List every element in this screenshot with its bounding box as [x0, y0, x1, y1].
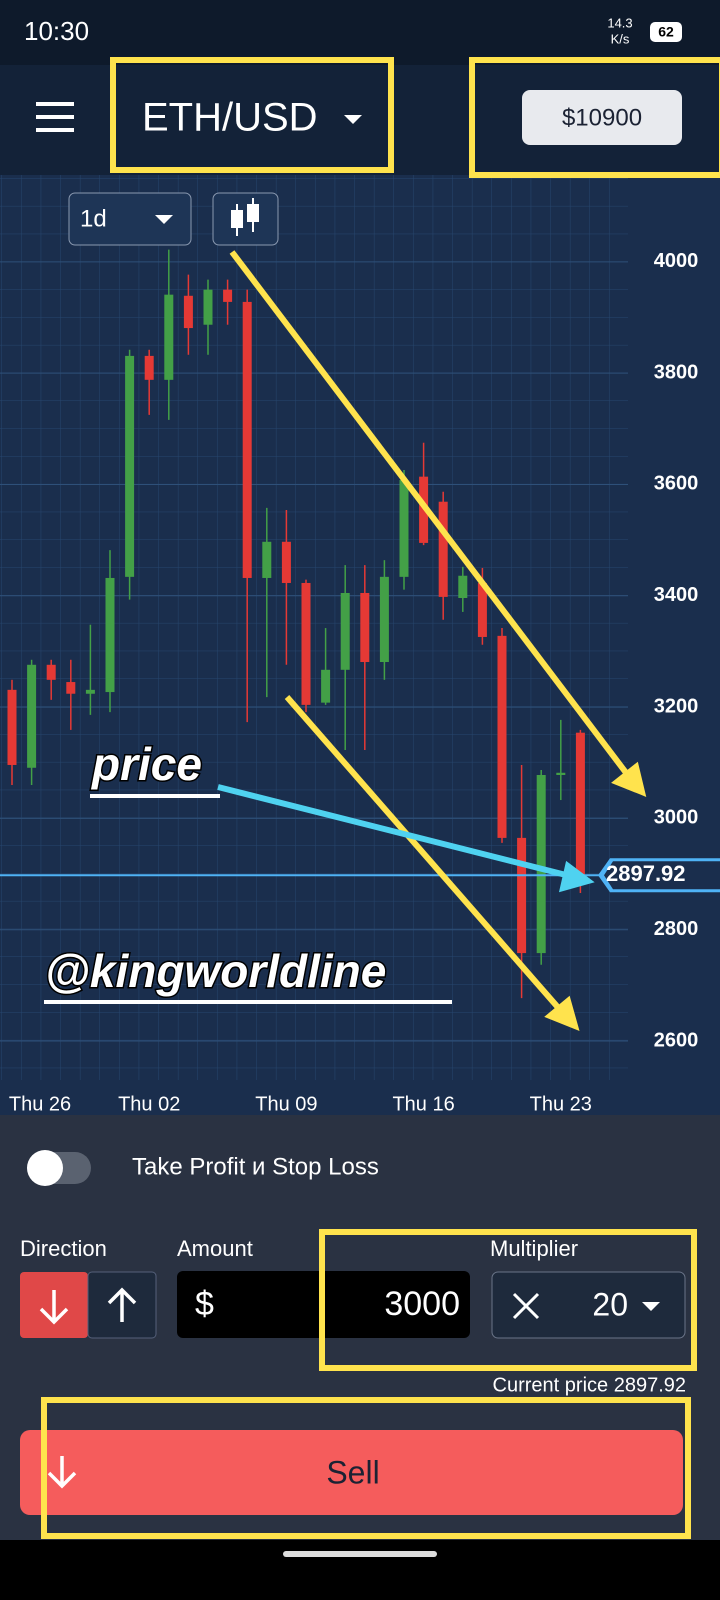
y-tick-label: 3200 — [654, 695, 699, 717]
sell-icon — [47, 1456, 77, 1489]
x-tick-label: Thu 26 — [9, 1093, 71, 1115]
menu-icon[interactable] — [36, 102, 74, 132]
toggle-label: Take Profit и Stop Loss — [132, 1153, 379, 1180]
y-tick-label: 3400 — [654, 584, 699, 606]
battery — [650, 22, 682, 42]
timeframe-button[interactable] — [68, 192, 192, 246]
candle-body — [105, 577, 115, 693]
x-tick-label: Thu 09 — [255, 1093, 317, 1115]
candle-body — [575, 732, 585, 876]
candle-body — [497, 635, 507, 838]
symbol[interactable]: ETH/USD — [142, 96, 318, 140]
highlight-box — [469, 57, 720, 178]
candle-body — [321, 669, 331, 703]
annotation-text: @kingworldline — [45, 945, 386, 997]
candle-body — [85, 689, 95, 694]
candle-body — [125, 355, 135, 577]
highlight-box — [41, 1397, 691, 1539]
y-tick-label: 4000 — [654, 250, 699, 272]
field-label: Amount — [177, 1236, 253, 1261]
up-icon — [107, 1287, 137, 1322]
field-label: Multiplier — [490, 1236, 578, 1261]
balance-button[interactable] — [522, 90, 682, 145]
down-icon — [39, 1290, 69, 1325]
candle-body — [458, 575, 468, 599]
timeframe-dropdown — [155, 215, 173, 224]
multiplier: 20 — [592, 1286, 628, 1322]
price-tag-inner — [604, 861, 720, 890]
candle-body — [301, 582, 311, 705]
currency: $ — [195, 1285, 214, 1323]
status-bar — [0, 0, 720, 65]
candle-body — [164, 294, 174, 380]
chart-type-button[interactable] — [212, 192, 279, 246]
chart-type-icon — [231, 210, 243, 228]
x-tick-label: Thu 23 — [530, 1093, 592, 1115]
multiplier-dropdown — [642, 1302, 660, 1311]
net-unit: K/s — [611, 31, 630, 46]
candle-body — [281, 541, 291, 583]
battery-level: 62 — [658, 24, 674, 40]
annotation-text: price — [90, 738, 202, 790]
candle-body — [438, 501, 448, 597]
candle-body — [27, 664, 37, 768]
candle-body — [536, 774, 546, 954]
chart: 2600 2800 3000 3200 3400 3600 3800 4000 Thu 26 Th… — [0, 249, 720, 1115]
highlight-box — [319, 1229, 697, 1371]
candle-body — [66, 682, 76, 694]
clock: 10:30 — [24, 16, 89, 46]
candle-body — [360, 592, 370, 663]
sell-button[interactable] — [20, 1430, 683, 1515]
candle-body — [379, 576, 389, 663]
candle-body — [399, 480, 409, 577]
nav-bar — [0, 1540, 720, 1600]
highlight-box — [110, 57, 394, 173]
amount: 3000 — [384, 1285, 460, 1323]
candle-body — [46, 664, 56, 680]
candle-body — [203, 289, 213, 325]
candle-body — [477, 582, 487, 637]
chart-type-icon — [247, 204, 259, 222]
sell-label: Sell — [326, 1454, 379, 1490]
balance: $10900 — [562, 104, 642, 131]
field-label: Direction — [20, 1236, 107, 1261]
y-tick-label: 2800 — [654, 918, 699, 940]
y-tick-label: 3600 — [654, 473, 699, 495]
x-tick-label: Thu 16 — [392, 1093, 454, 1115]
current-price-text: Current price 2897.92 — [493, 1374, 686, 1396]
candle-body — [517, 837, 527, 954]
net-speed: 14.3 — [607, 15, 632, 30]
price-arrow — [217, 784, 595, 893]
candle-body — [242, 301, 252, 578]
times-icon — [512, 1292, 540, 1320]
candle-body — [144, 355, 154, 380]
candle-body — [556, 772, 566, 775]
candle-body — [183, 295, 193, 329]
toggle-knob — [27, 1150, 63, 1186]
y-tick-label: 2600 — [654, 1029, 699, 1051]
x-tick-label: Thu 02 — [118, 1093, 180, 1115]
home-indicator[interactable] — [283, 1551, 437, 1557]
multiplier-select[interactable] — [491, 1271, 686, 1339]
candle-body — [340, 592, 350, 670]
y-tick-label: 3800 — [654, 361, 699, 383]
candle-body — [262, 541, 272, 578]
timeframe: 1d — [80, 205, 107, 232]
price-tag-label: 2897.92 — [606, 861, 686, 886]
candle-body — [223, 289, 233, 302]
y-tick-label: 3000 — [654, 807, 699, 829]
symbol-dropdown[interactable] — [344, 115, 362, 124]
annotation-arrows — [229, 250, 647, 1032]
candle-body — [7, 689, 17, 765]
